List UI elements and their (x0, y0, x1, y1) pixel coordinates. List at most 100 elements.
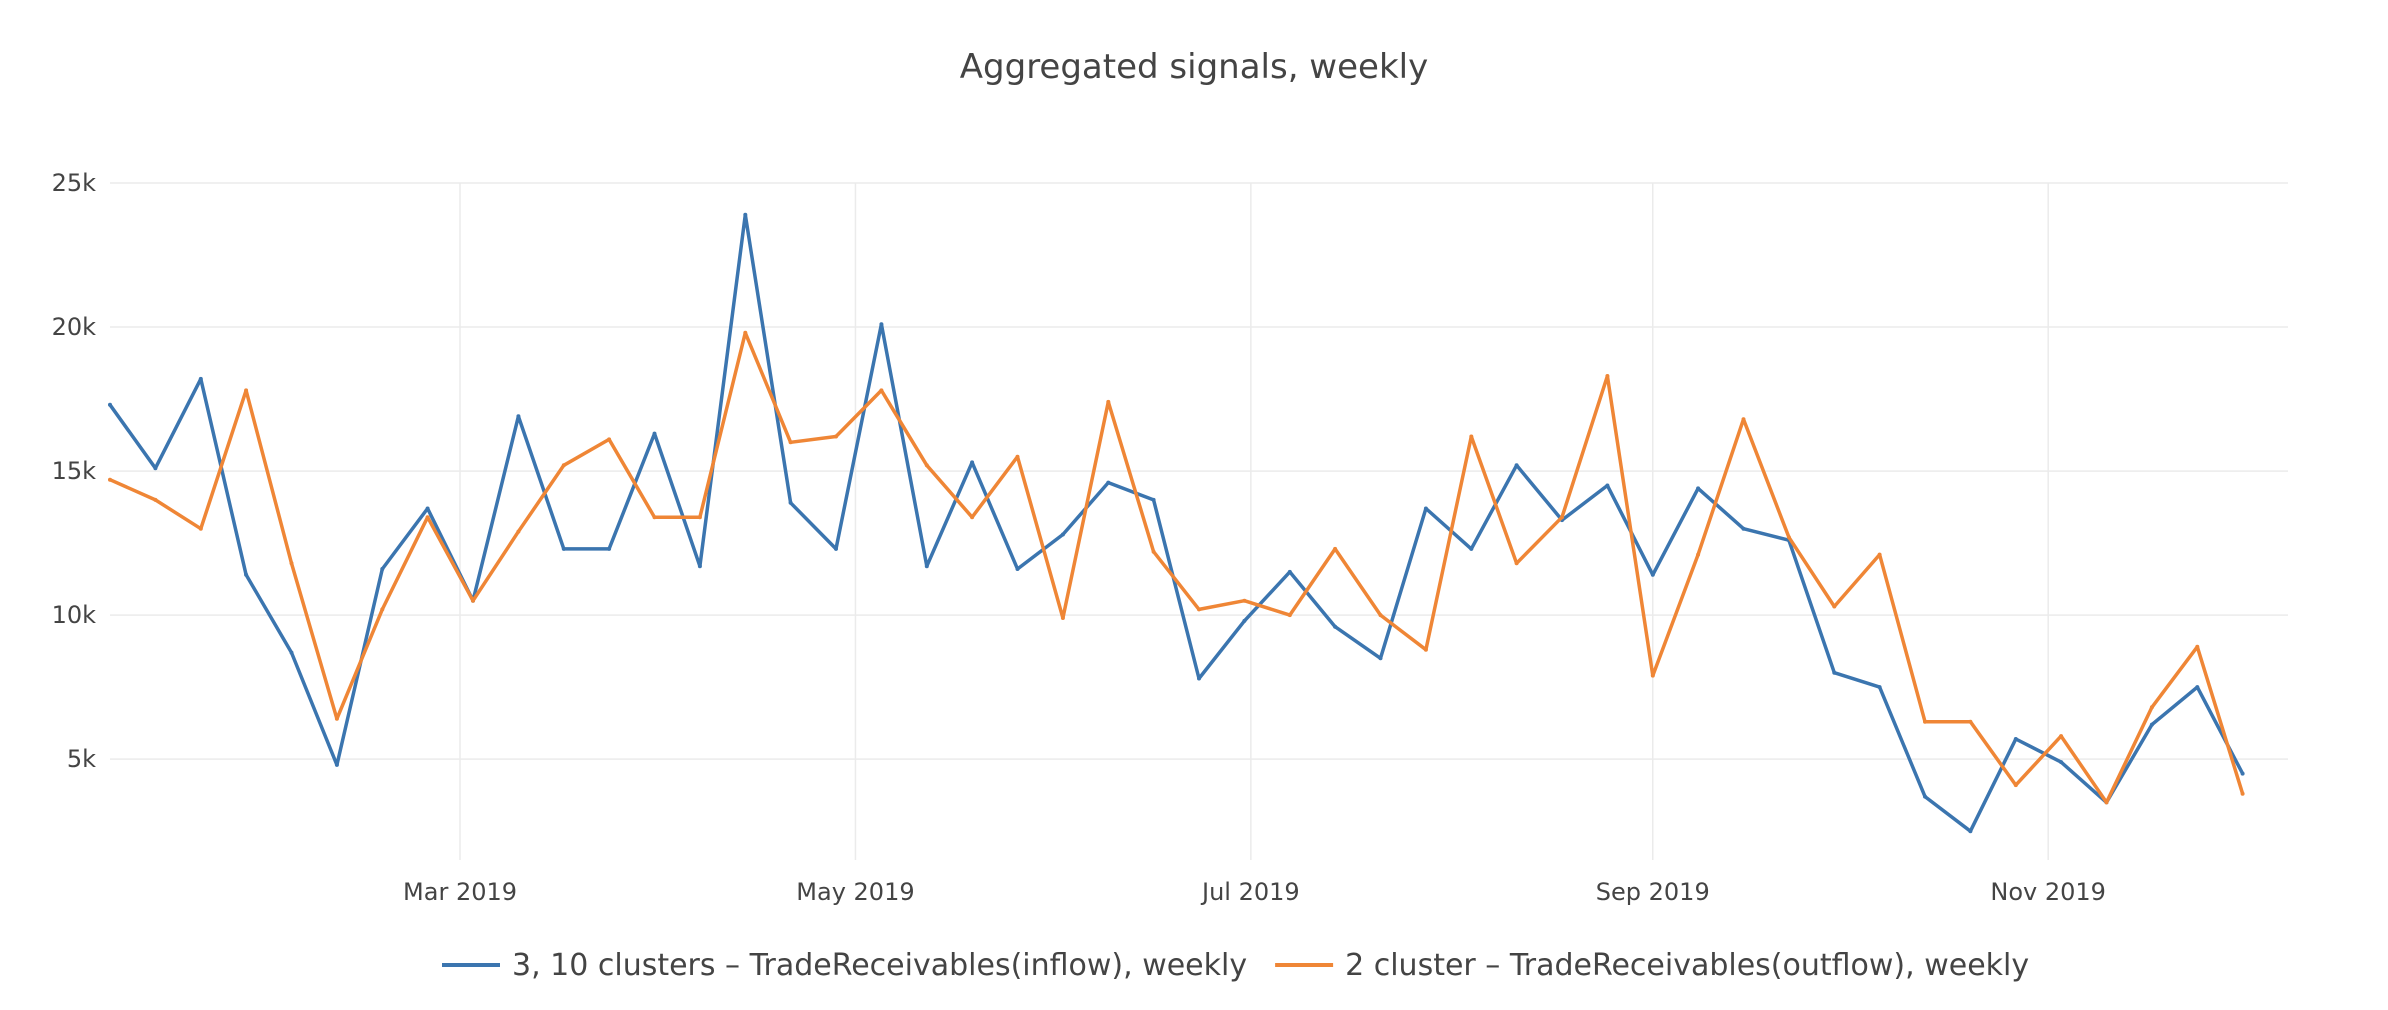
data-point (1696, 552, 1701, 557)
data-point (834, 434, 838, 439)
data-point (425, 515, 430, 520)
data-point (108, 477, 112, 482)
y-tick-label: 15k (52, 457, 97, 485)
data-point (380, 607, 385, 612)
data-point (1060, 532, 1065, 537)
data-point (1287, 613, 1292, 618)
plot-area (108, 212, 2245, 834)
x-tick-label: May 2019 (796, 878, 914, 906)
data-point (108, 402, 112, 407)
data-point (2195, 644, 2200, 649)
data-point (1514, 561, 1519, 566)
data-point (1378, 613, 1383, 618)
data-point (471, 598, 475, 603)
data-point (153, 497, 158, 502)
data-point (1968, 719, 1973, 724)
data-point (1786, 535, 1791, 540)
legend-item-1[interactable]: 3, 10 clusters – TradeReceivables(inflow… (442, 948, 1247, 983)
series-line (108, 331, 2245, 805)
data-point (1423, 506, 1428, 511)
data-point (1650, 572, 1655, 577)
data-point (198, 376, 203, 381)
data-point (425, 506, 430, 511)
data-point (834, 546, 838, 551)
data-point (380, 567, 385, 571)
data-point (924, 463, 929, 468)
data-point (1923, 794, 1927, 799)
y-tick-label: 10k (52, 601, 97, 629)
x-gridlines (459, 183, 2049, 860)
data-point (788, 440, 793, 445)
data-point (652, 431, 657, 436)
data-point (1197, 676, 1201, 681)
data-point (2149, 722, 2154, 727)
data-point (153, 466, 158, 471)
data-point (1469, 434, 1474, 439)
data-point (1242, 618, 1247, 623)
data-point (2013, 737, 2018, 741)
series-2 (108, 330, 2245, 805)
data-point (2059, 734, 2064, 739)
data-point (198, 526, 203, 531)
x-tick-label: Mar 2019 (403, 878, 517, 906)
legend[interactable]: 3, 10 clusters – TradeReceivables(inflow… (442, 948, 2029, 983)
data-point (1197, 607, 1201, 612)
legend-item-2[interactable]: 2 cluster – TradeReceivables(outflow), w… (1275, 948, 2029, 983)
data-point (1923, 719, 1927, 724)
data-point (1832, 670, 1837, 675)
data-point (1106, 399, 1111, 404)
data-point (561, 463, 566, 468)
data-point (743, 212, 748, 217)
data-point (607, 437, 612, 442)
data-point (1605, 483, 1610, 488)
data-point (879, 388, 884, 393)
data-point (244, 572, 249, 577)
data-point (1832, 604, 1837, 609)
data-point (1333, 546, 1338, 551)
chart-title: Aggregated signals, weekly (960, 47, 1428, 87)
y-tick-label: 20k (52, 313, 97, 341)
x-tick-label: Nov 2019 (1990, 878, 2106, 906)
data-point (289, 650, 294, 655)
data-point (1242, 598, 1247, 603)
data-point (1877, 552, 1882, 557)
data-point (1469, 546, 1474, 551)
y-gridlines (110, 182, 2288, 760)
data-point (289, 561, 294, 566)
data-point (2059, 760, 2064, 765)
data-point (2195, 685, 2200, 690)
data-point (1151, 549, 1156, 554)
data-point (697, 564, 702, 569)
data-point (1741, 417, 1746, 422)
data-point (2104, 800, 2109, 805)
data-point (1378, 656, 1383, 661)
data-point (1060, 616, 1065, 620)
data-point (1605, 374, 1610, 378)
data-point (2240, 791, 2245, 796)
data-point (788, 500, 793, 505)
data-point (1877, 685, 1882, 690)
data-point (924, 564, 929, 569)
data-point (697, 515, 702, 520)
data-point (244, 388, 249, 393)
data-point (1968, 829, 1973, 834)
data-point (334, 716, 339, 721)
data-point (1741, 526, 1746, 531)
data-point (970, 515, 975, 520)
y-tick-label: 5k (67, 745, 96, 773)
data-point (2240, 771, 2245, 776)
data-point (1696, 486, 1701, 491)
data-point (516, 414, 521, 419)
data-point (1106, 480, 1111, 485)
x-tick-label: Sep 2019 (1596, 878, 1710, 906)
data-point (2149, 705, 2154, 710)
data-point (652, 515, 657, 520)
series-1 (108, 212, 2245, 834)
data-point (1151, 497, 1156, 502)
y-axis: 5k 10k 15k 20k 25k (52, 169, 97, 773)
data-point (1333, 624, 1338, 629)
data-point (1423, 647, 1428, 652)
data-point (1287, 569, 1292, 574)
data-point (1015, 567, 1020, 571)
